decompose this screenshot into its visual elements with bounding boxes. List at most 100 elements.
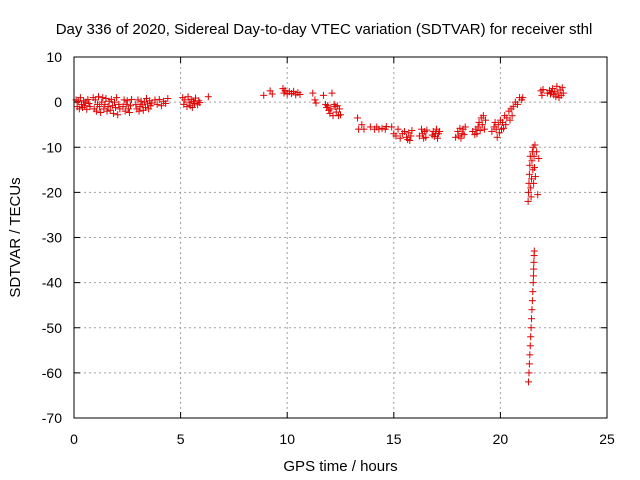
y-tick-label: -30 bbox=[42, 230, 62, 246]
y-tick-label: 10 bbox=[46, 49, 62, 65]
y-tick-label: -70 bbox=[42, 410, 62, 426]
y-tick-label: -10 bbox=[42, 139, 62, 155]
data-point bbox=[378, 124, 386, 132]
data-point bbox=[123, 97, 131, 105]
data-point bbox=[188, 104, 196, 112]
data-point bbox=[153, 100, 161, 108]
data-point bbox=[528, 157, 536, 165]
data-point bbox=[106, 106, 114, 114]
data-point bbox=[553, 82, 561, 90]
data-point bbox=[148, 99, 156, 107]
data-point bbox=[195, 97, 203, 105]
data-point bbox=[525, 170, 533, 178]
data-point bbox=[502, 121, 510, 129]
data-point bbox=[268, 90, 276, 98]
data-point bbox=[337, 111, 344, 119]
data-point bbox=[530, 247, 538, 255]
data-point bbox=[531, 141, 539, 149]
data-point bbox=[525, 360, 533, 368]
data-point bbox=[552, 93, 560, 101]
x-tick-label: 10 bbox=[279, 431, 295, 447]
data-point bbox=[478, 121, 486, 129]
data-point bbox=[528, 306, 536, 314]
data-point bbox=[407, 132, 415, 140]
data-point bbox=[394, 125, 402, 133]
data-point bbox=[479, 112, 487, 120]
x-tick-label: 5 bbox=[177, 431, 185, 447]
data-point bbox=[281, 86, 289, 94]
data-point bbox=[452, 133, 460, 141]
data-point bbox=[436, 127, 444, 135]
data-point bbox=[527, 324, 535, 332]
data-point bbox=[528, 315, 536, 323]
data-point bbox=[406, 136, 414, 144]
data-point bbox=[164, 95, 172, 103]
data-point bbox=[529, 288, 537, 296]
y-tick-label: -60 bbox=[42, 365, 62, 381]
data-point bbox=[525, 378, 533, 386]
data-point bbox=[354, 114, 362, 122]
data-point bbox=[328, 89, 336, 97]
data-point bbox=[290, 87, 298, 95]
data-point bbox=[103, 107, 111, 115]
grid-lines bbox=[74, 57, 607, 418]
data-point bbox=[128, 95, 136, 103]
plot-frame bbox=[73, 56, 608, 419]
data-point bbox=[400, 127, 408, 135]
data-point bbox=[81, 102, 89, 110]
data-point bbox=[181, 96, 189, 104]
data-point bbox=[113, 94, 121, 102]
data-point bbox=[204, 93, 212, 101]
data-point bbox=[488, 127, 496, 135]
data-point bbox=[494, 121, 502, 129]
data-point bbox=[533, 148, 541, 156]
data-point bbox=[526, 342, 534, 350]
data-point bbox=[114, 111, 122, 119]
data-point bbox=[137, 97, 145, 105]
data-point bbox=[530, 152, 538, 160]
data-point bbox=[531, 173, 539, 181]
data-point bbox=[140, 98, 148, 106]
x-tick-label: 20 bbox=[493, 431, 509, 447]
data-point bbox=[183, 103, 191, 111]
data-point bbox=[551, 87, 559, 95]
data-point bbox=[135, 107, 143, 115]
data-point bbox=[309, 89, 317, 97]
data-point bbox=[525, 369, 533, 377]
data-point bbox=[196, 99, 204, 107]
data-point bbox=[296, 90, 304, 98]
data-point bbox=[96, 103, 104, 111]
data-point bbox=[538, 91, 546, 99]
data-point bbox=[360, 125, 368, 133]
data-point bbox=[396, 134, 404, 142]
data-point bbox=[513, 100, 521, 108]
data-point bbox=[75, 105, 83, 113]
data-point bbox=[534, 191, 542, 199]
data-point bbox=[86, 103, 94, 111]
data-point bbox=[558, 84, 566, 92]
chart-title: Day 336 of 2020, Sidereal Day-to-day VTE… bbox=[56, 21, 593, 38]
data-point bbox=[85, 99, 93, 107]
data-point bbox=[95, 93, 103, 101]
data-point bbox=[104, 103, 112, 111]
data-point bbox=[524, 197, 532, 205]
data-point bbox=[141, 104, 149, 112]
data-point bbox=[526, 161, 534, 169]
data-point bbox=[528, 297, 536, 305]
data-point bbox=[91, 96, 99, 104]
x-tick-label: 0 bbox=[70, 431, 78, 447]
data-point bbox=[525, 188, 533, 196]
data-point bbox=[312, 99, 320, 107]
data-point bbox=[527, 184, 535, 192]
data-point bbox=[531, 164, 539, 172]
x-tick-label: 15 bbox=[386, 431, 402, 447]
data-point bbox=[506, 116, 514, 124]
data-point bbox=[539, 85, 547, 93]
data-point bbox=[474, 123, 482, 131]
data-point bbox=[92, 107, 100, 115]
y-tick-label: 0 bbox=[54, 94, 62, 110]
data-point bbox=[132, 100, 140, 108]
data-point bbox=[327, 105, 335, 113]
data-point bbox=[77, 100, 85, 108]
data-point bbox=[335, 105, 343, 113]
